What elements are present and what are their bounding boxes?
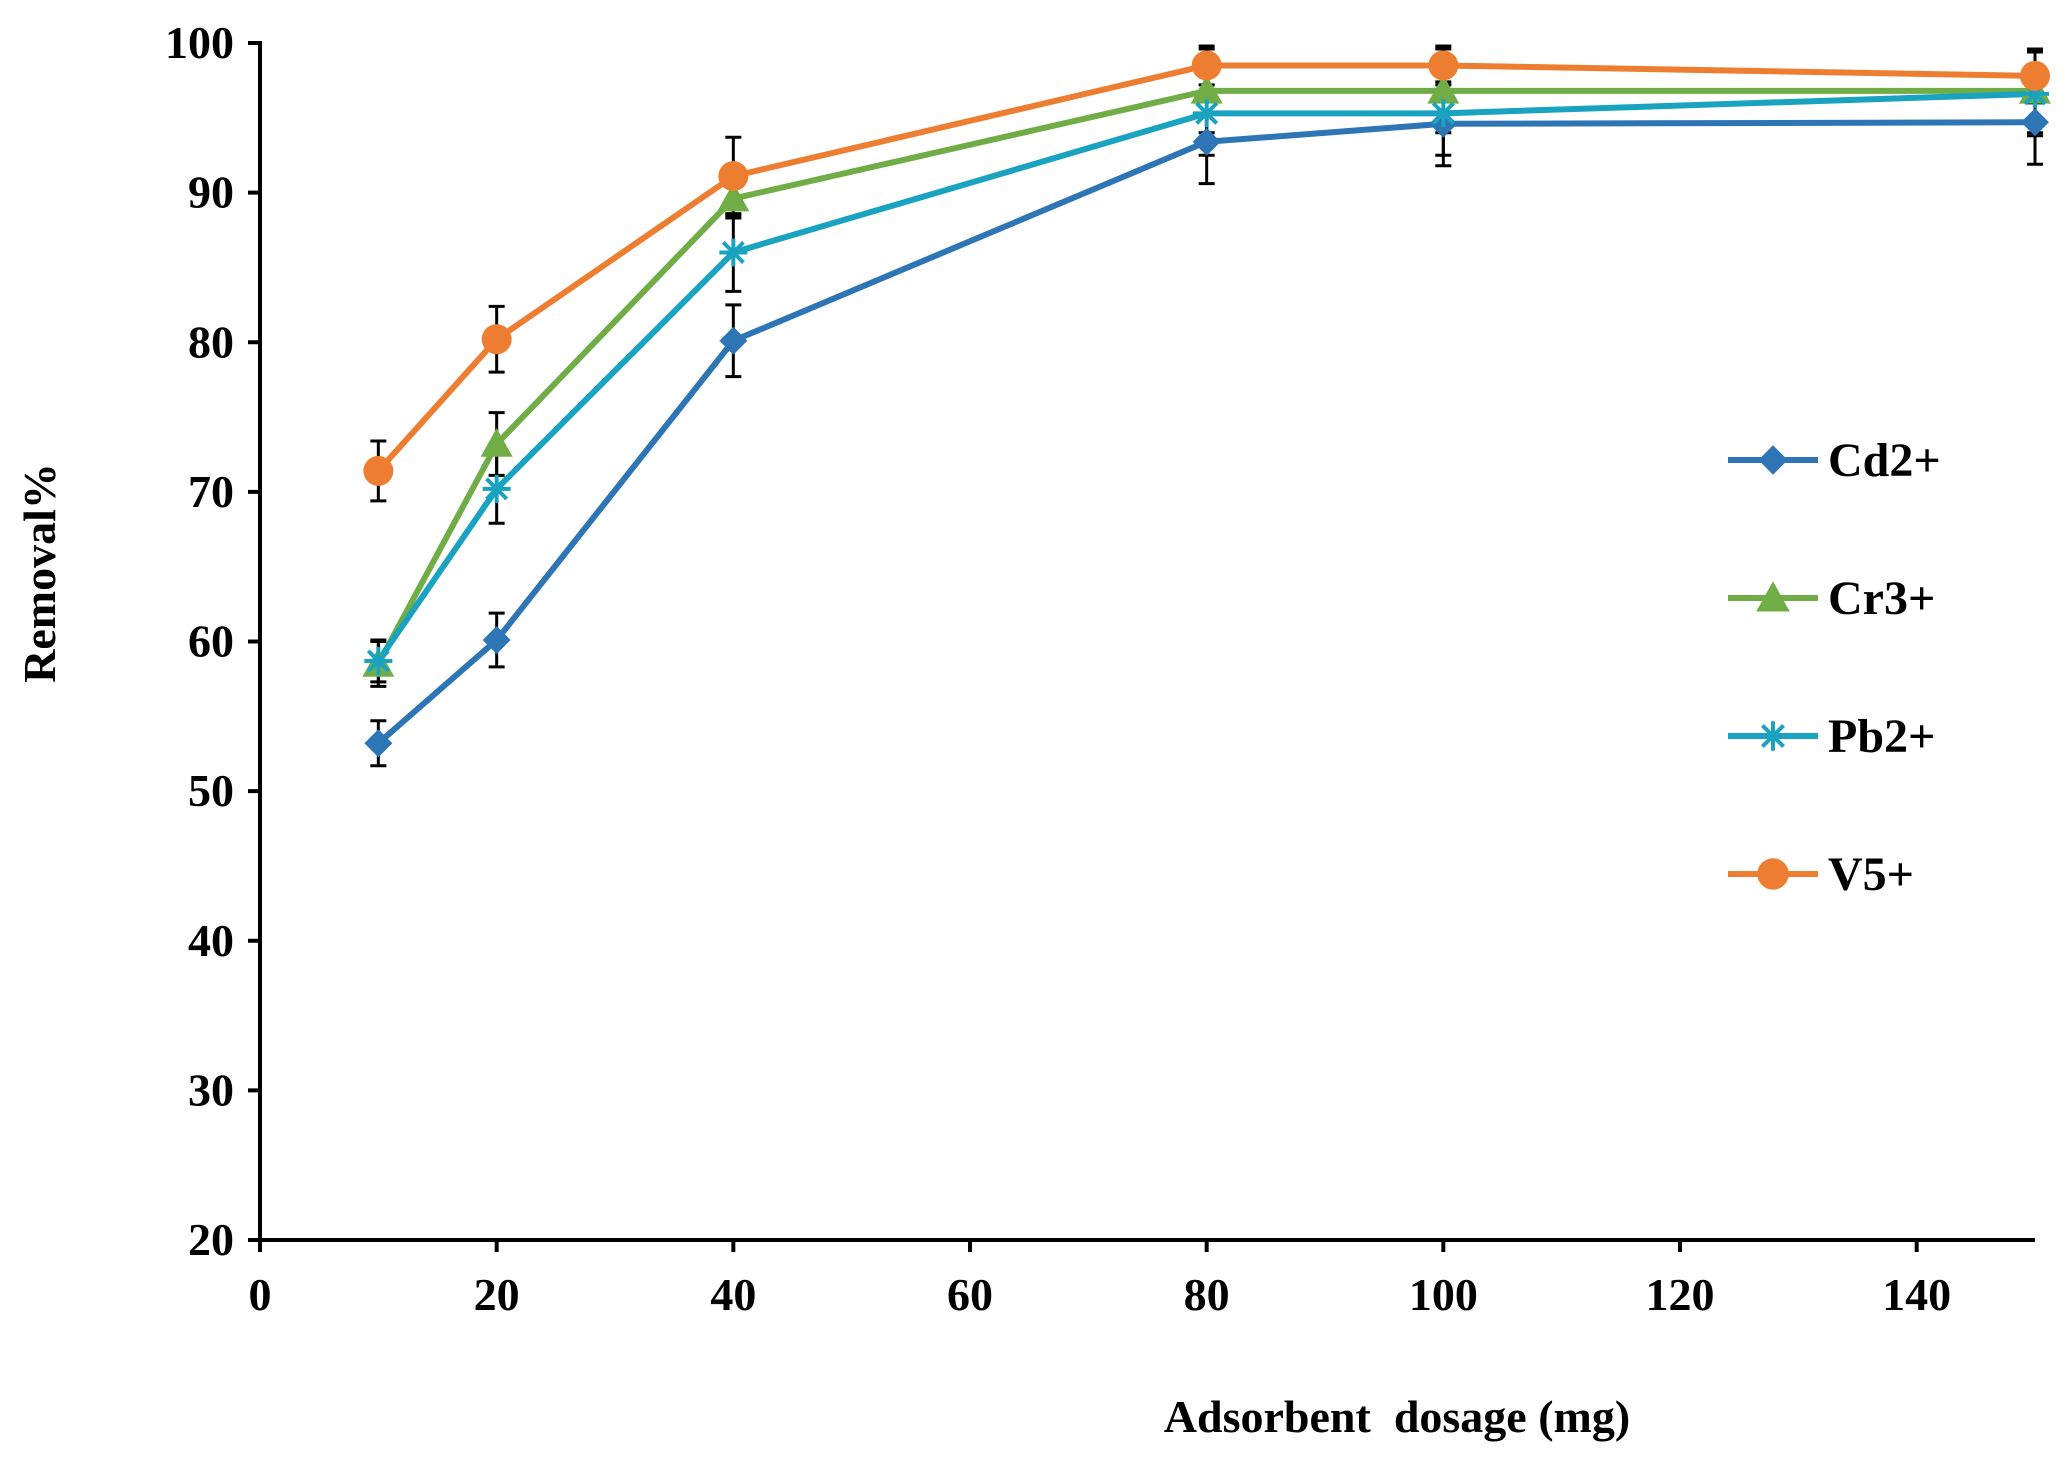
triangle-marker (1756, 581, 1790, 612)
x-tick-label: 0 (249, 1269, 272, 1320)
triangle-marker (480, 427, 513, 457)
triangle-marker (717, 182, 750, 212)
diamond-marker (364, 729, 393, 758)
diamond-marker (1192, 127, 1221, 156)
axes (258, 41, 2035, 1242)
legend-item-v5: V5+ (1728, 848, 1914, 901)
y-tick-label: 50 (188, 765, 234, 816)
diamond-marker (482, 626, 511, 655)
legend-item-cd2: Cd2+ (1728, 434, 1941, 487)
x-tick-label: 80 (1184, 1269, 1230, 1320)
circle-marker (2020, 60, 2050, 91)
legend-label: Pb2+ (1828, 710, 1935, 763)
diamond-marker (2021, 108, 2049, 137)
series-markers (362, 50, 2051, 758)
series-line-v5 (376, 62, 2036, 473)
series-line-pb2 (375, 90, 2036, 663)
star-marker (719, 238, 748, 267)
legend: Cd2+ Cr3+ Pb2+ V5+ (1728, 434, 1941, 901)
x-tick-label: 60 (947, 1269, 993, 1320)
x-tick-label: 100 (1409, 1269, 1478, 1320)
y-tick-label: 90 (188, 167, 234, 218)
y-ticks: 20 30 40 50 60 70 80 90 100 (165, 17, 260, 1265)
legend-label: Cd2+ (1828, 434, 1941, 487)
x-ticks: 0 20 40 60 80 100 120 140 (249, 1240, 1951, 1320)
x-axis-title: Adsorbent dosage (mg) (1164, 1391, 1630, 1442)
series-lines (375, 62, 2036, 746)
star-marker (1192, 99, 1221, 128)
x-tick-label: 140 (1882, 1269, 1951, 1320)
y-tick-label: 30 (188, 1064, 234, 1115)
circle-marker (1757, 858, 1789, 890)
star-marker (1429, 99, 1458, 128)
y-tick-label: 40 (188, 915, 234, 966)
legend-item-cr3: Cr3+ (1728, 572, 1935, 625)
star-marker (2021, 79, 2049, 108)
y-tick-label: 20 (188, 1214, 234, 1265)
legend-item-pb2: Pb2+ (1728, 710, 1935, 763)
diamond-marker (1758, 445, 1788, 475)
y-axis-title: Removal% (14, 463, 65, 683)
circle-marker (718, 161, 749, 192)
x-tick-label: 20 (474, 1269, 520, 1320)
y-tick-label: 100 (165, 17, 234, 68)
circle-marker (1428, 50, 1459, 81)
triangle-marker (1190, 74, 1223, 104)
y-tick-label: 60 (188, 616, 234, 667)
circle-marker (363, 455, 394, 486)
y-tick-label: 70 (188, 466, 234, 517)
star-marker (364, 646, 393, 675)
circle-marker (1191, 50, 1222, 81)
series-line-cd2 (376, 119, 2036, 746)
circle-marker (481, 324, 512, 355)
series-line-cr3 (375, 87, 2035, 666)
x-tick-label: 120 (1646, 1269, 1715, 1320)
star-marker (482, 474, 511, 503)
y-tick-label: 80 (188, 316, 234, 367)
x-tick-label: 40 (710, 1269, 756, 1320)
triangle-marker (1427, 74, 1460, 104)
legend-label: V5+ (1828, 848, 1914, 901)
legend-label: Cr3+ (1828, 572, 1935, 625)
diamond-marker (719, 326, 748, 355)
star-marker (1758, 721, 1788, 751)
